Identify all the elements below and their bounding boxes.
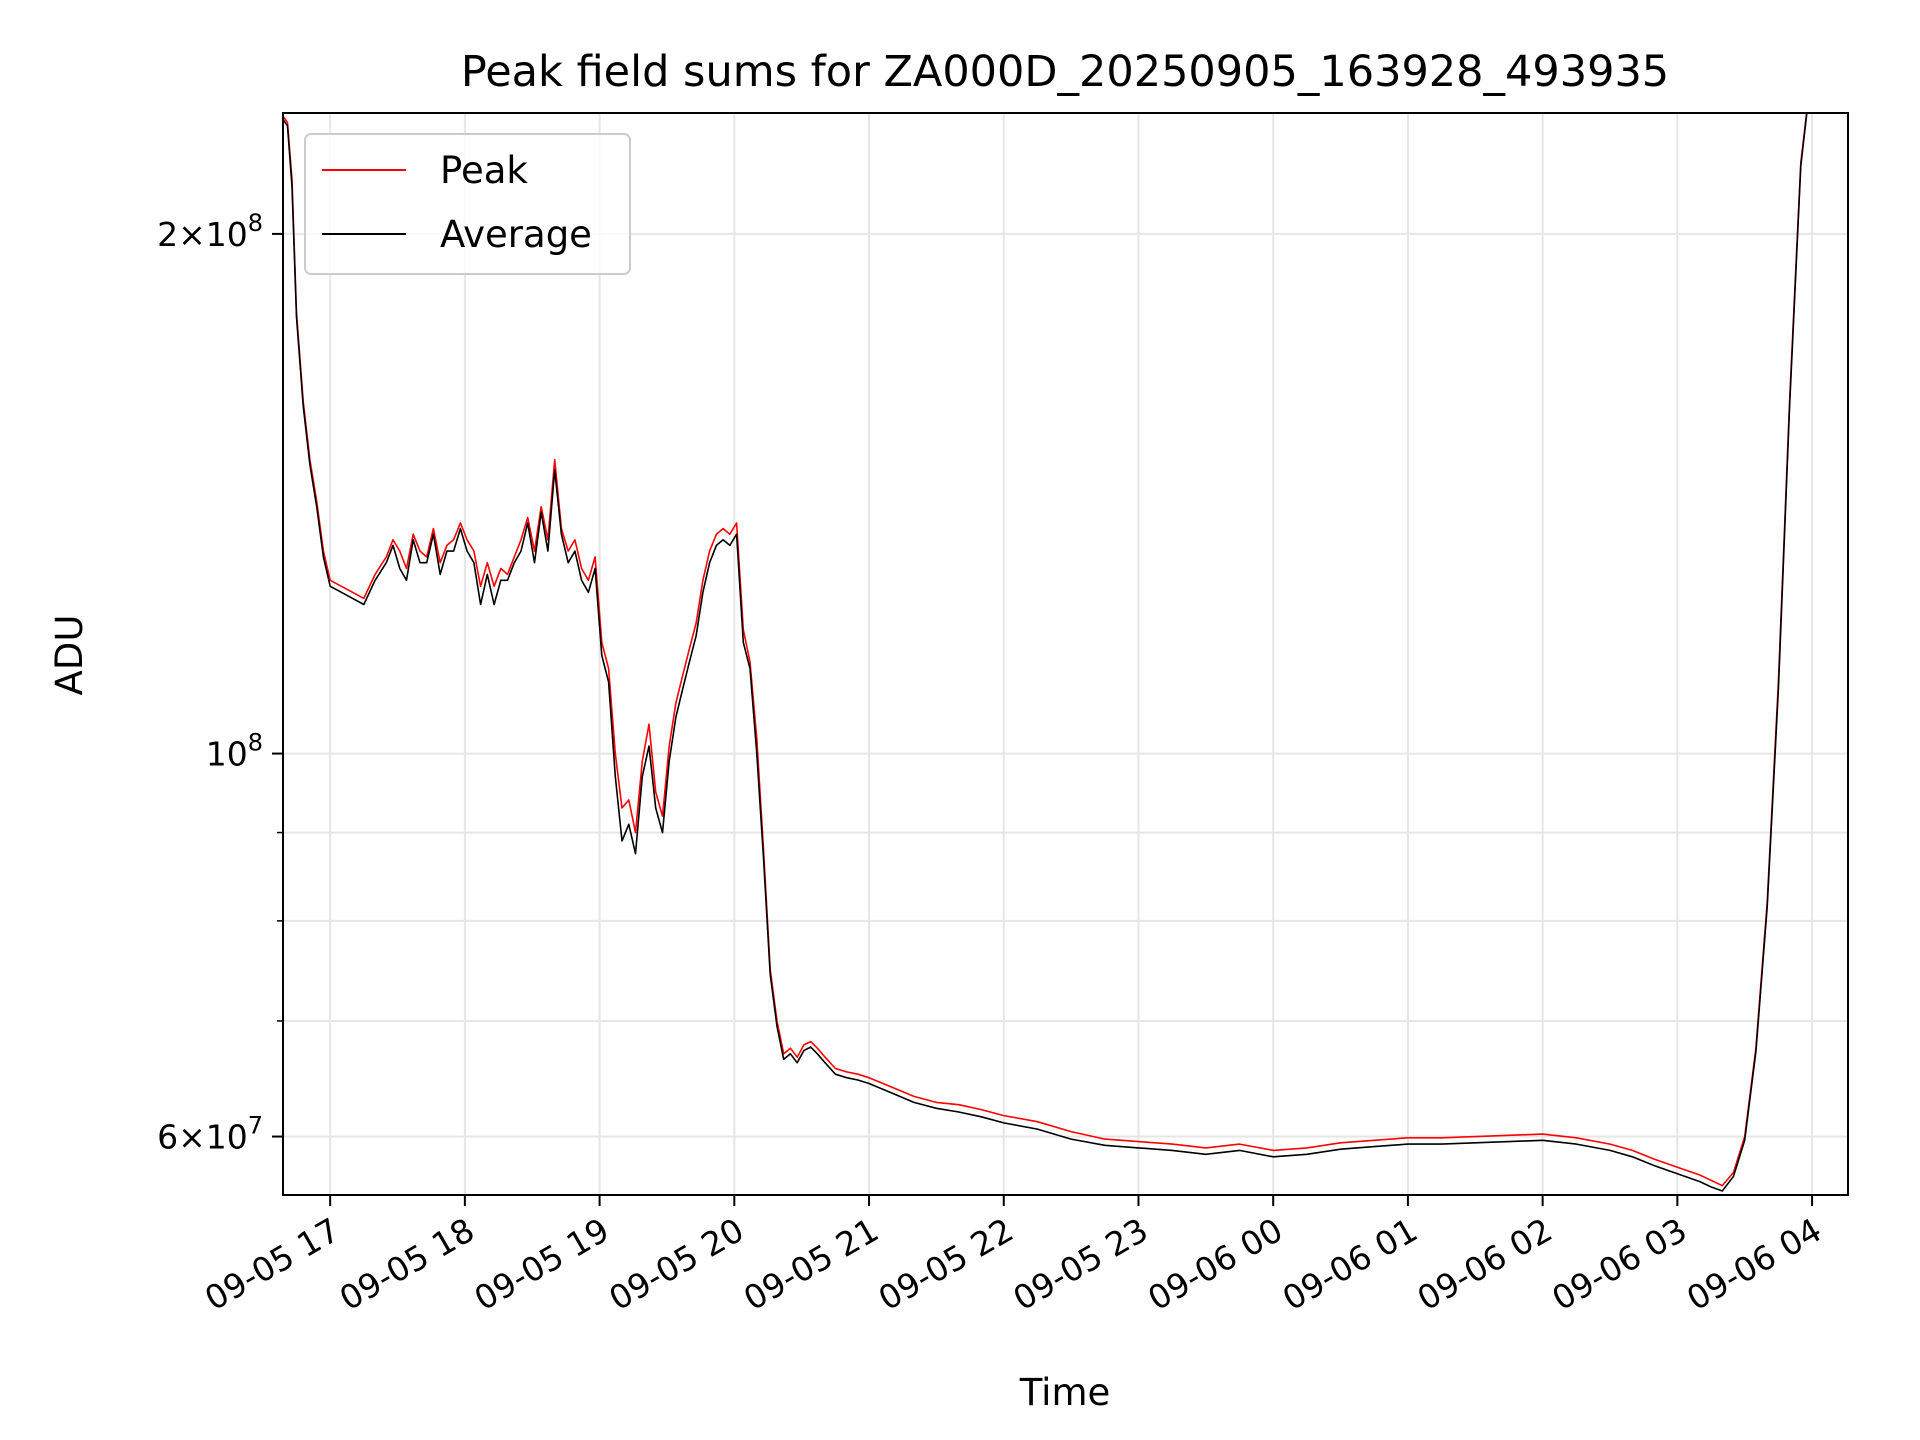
x-tick-label: 09-05 18 [333,1210,481,1318]
x-tick-label: 09-05 23 [1006,1210,1154,1318]
x-tick-label: 09-06 00 [1141,1210,1289,1318]
x-axis-label: Time [1019,1371,1111,1414]
plot-frame [282,112,1849,1196]
legend-label-peak: Peak [440,149,528,192]
series-line-average [283,113,1808,1192]
x-tick-label: 09-06 01 [1276,1210,1424,1318]
y-tick-label: 6×107 [157,1112,263,1157]
x-tick-label: 09-05 21 [737,1210,885,1318]
y-axis: 6×107 108 2×108 [157,209,283,1157]
x-tick-label: 09-06 03 [1545,1210,1693,1318]
x-tick-label: 09-05 22 [872,1210,1020,1318]
x-tick-label: 09-05 19 [468,1210,616,1318]
x-tick-label: 09-06 02 [1411,1210,1559,1318]
x-tick-label: 09-06 04 [1680,1210,1828,1318]
gridlines [283,113,1848,1195]
y-axis-label: ADU [48,615,91,696]
chart-title: Peak field sums for ZA000D_20250905_1639… [461,47,1669,97]
y-tick-label: 108 [206,729,263,774]
legend: Peak Average [304,133,631,275]
y-tick-label: 2×108 [157,209,263,254]
series-layer [283,113,1808,1192]
x-tick-label: 09-05 17 [198,1210,346,1318]
x-tick-label: 09-05 20 [602,1210,750,1318]
legend-label-average: Average [440,213,592,256]
series-line-peak [283,113,1808,1187]
